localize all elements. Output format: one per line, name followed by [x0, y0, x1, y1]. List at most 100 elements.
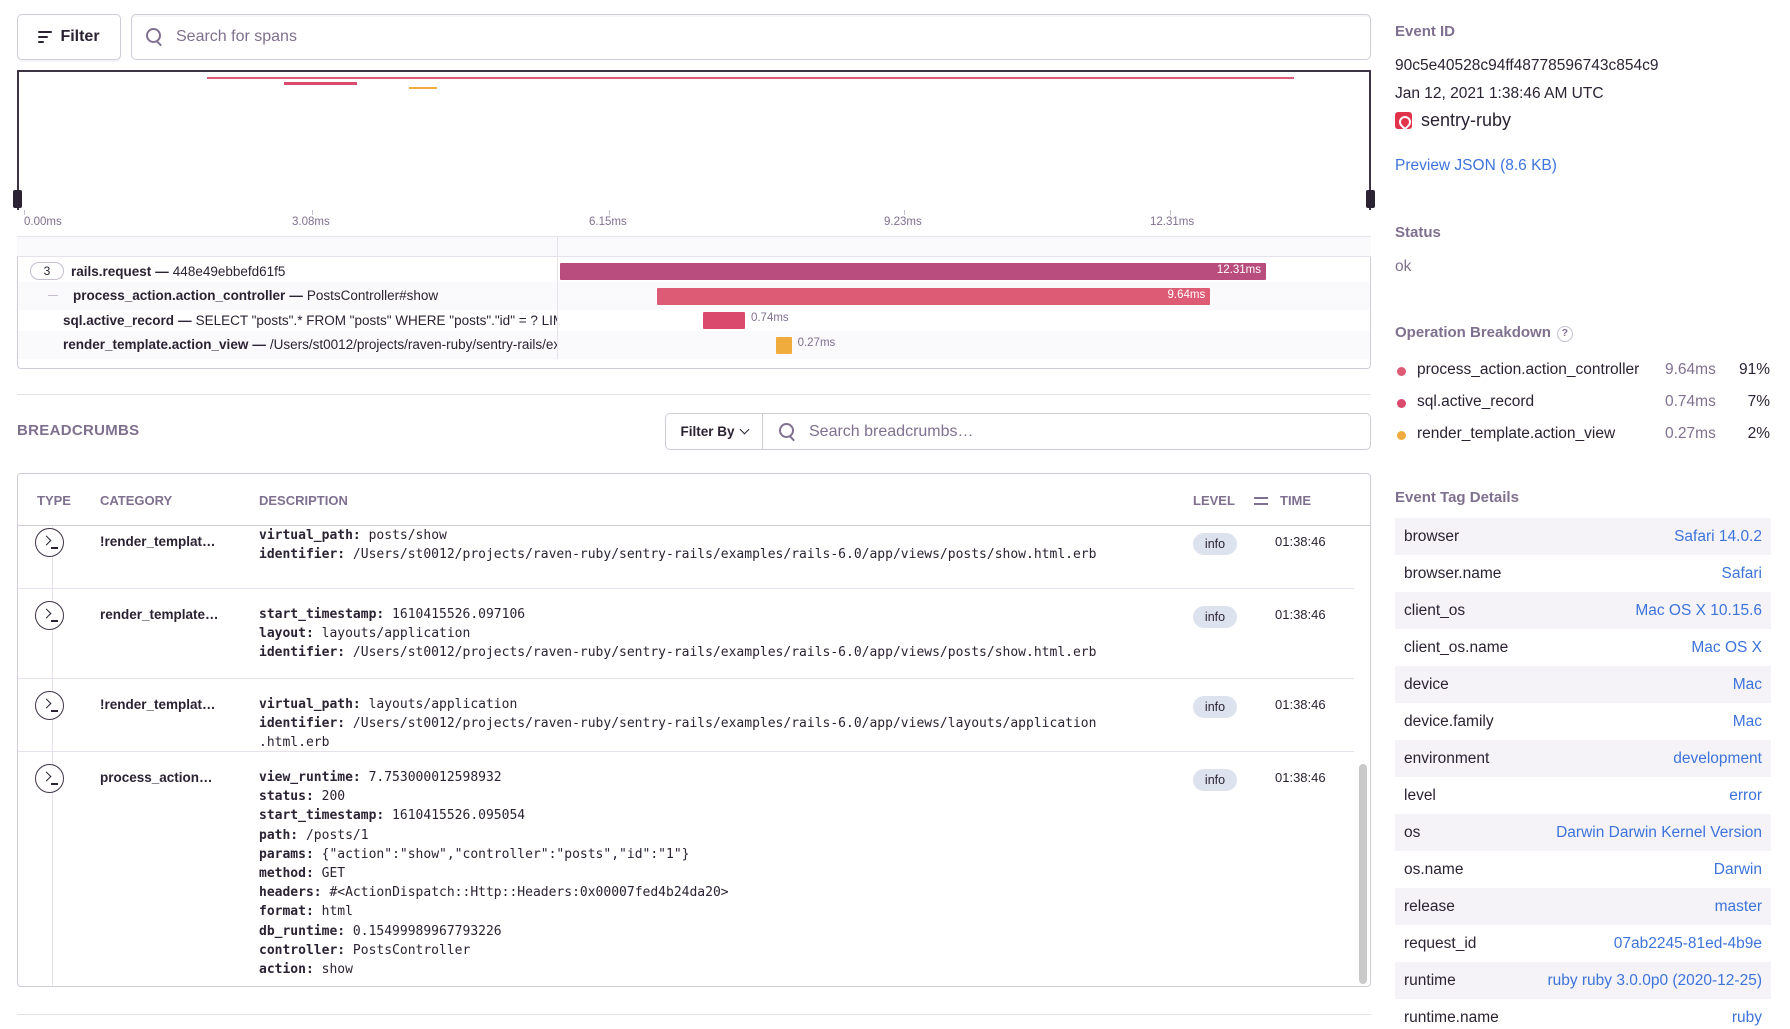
tag-key: client_os.name [1404, 638, 1509, 656]
breadcrumbs-scrollbar[interactable] [1359, 764, 1367, 984]
breadcrumb-row[interactable]: !render_templat… virtual_path: posts/show… [18, 526, 1354, 589]
tag-row[interactable]: browser.name Safari [1395, 555, 1771, 592]
operation-color-dot [1397, 431, 1406, 440]
operation-breakdown-title: Operation Breakdown [1395, 324, 1551, 341]
description-line: controller: PostsController [259, 941, 1169, 960]
breadcrumb-row[interactable]: render_template… start_timestamp: 1610415… [18, 589, 1354, 679]
tag-value-link[interactable]: Safari [1721, 564, 1763, 582]
description-key: start_timestamp: [259, 607, 385, 622]
description-value: 0.15499989967793226 [345, 923, 502, 939]
column-level: LEVEL [1193, 493, 1235, 508]
tag-row[interactable]: os Darwin Darwin Kernel Version [1395, 814, 1771, 851]
tag-row[interactable]: level error [1395, 777, 1771, 814]
description-value: layouts/application [313, 626, 471, 642]
span-description: 448e49ebbefd61f5 [172, 263, 286, 279]
tag-row[interactable]: runtime.name ruby [1395, 999, 1771, 1029]
terminal-icon [35, 691, 64, 720]
description-value: /Users/st0012/projects/raven-ruby/sentry… [345, 547, 1097, 563]
tag-key: device [1404, 675, 1449, 693]
tag-value-link[interactable]: ruby [1731, 1008, 1762, 1026]
help-icon[interactable]: ? [1556, 326, 1573, 342]
breadcrumbs-filter-dropdown[interactable]: Filter By [665, 413, 763, 450]
operation-breakdown-label: Operation Breakdown? [1395, 324, 1573, 342]
span-separator: — [155, 263, 169, 279]
breadcrumb-category: render_template… [100, 607, 219, 622]
span-label: render_template.action_view —/Users/st001… [18, 330, 558, 359]
filter-button[interactable]: Filter [17, 14, 121, 60]
span-search-input[interactable]: Search for spans [131, 14, 1371, 60]
tag-row[interactable]: device.family Mac [1395, 703, 1771, 740]
tag-value-link[interactable]: Mac [1732, 675, 1762, 693]
description-line: db_runtime: 0.15499989967793226 [259, 922, 1169, 941]
tag-value-link[interactable]: 07ab2245-81ed-4b9e [1613, 934, 1762, 952]
tag-value-link[interactable]: Mac OS X 10.15.6 [1635, 601, 1762, 619]
event-sidebar: Event ID 90c5e40528c94ff48778596743c854c… [1395, 0, 1775, 1029]
breadcrumbs-list[interactable]: !render_templat… virtual_path: posts/show… [18, 526, 1354, 986]
tag-key: environment [1404, 749, 1490, 767]
span-row[interactable]: 3 rails.request —448e49ebbefd61f5 12.31ms [18, 257, 1370, 285]
tag-key: os.name [1404, 860, 1464, 878]
tag-row[interactable]: client_os.name Mac OS X [1395, 629, 1771, 666]
operation-percent: 7% [1747, 393, 1770, 410]
minimap-left-handle[interactable] [13, 190, 22, 208]
tag-value-link[interactable]: Darwin Darwin Kernel Version [1556, 823, 1762, 841]
breadcrumb-row[interactable]: process_action… view_runtime: 7.753000012… [18, 752, 1354, 986]
span-duration-label: 0.74ms [750, 312, 789, 324]
span-row[interactable]: process_action.action_controller — PostsCo… [18, 281, 1370, 310]
span-duration-label: 0.27ms [797, 336, 836, 349]
description-value: .html.erb [259, 735, 330, 751]
breadcrumb-category: process_action… [100, 770, 213, 785]
tag-row[interactable]: client_os Mac OS X 10.15.6 [1395, 592, 1771, 629]
tag-value-link[interactable]: ruby ruby 3.0.0p0 (2020-12-25) [1547, 971, 1762, 989]
breadcrumbs-search-input[interactable]: Search breadcrumbs… [762, 413, 1371, 450]
minimap-span-bar [284, 82, 357, 85]
ruler-tick-label: 12.31ms [1150, 216, 1195, 228]
description-key: identifier: [259, 716, 346, 732]
level-badge: info [1193, 606, 1237, 628]
tag-value-link[interactable]: Mac OS X [1691, 638, 1762, 656]
description-value: 200 [313, 789, 346, 805]
terminal-icon [35, 764, 64, 793]
description-line: params: {"action":"show","controller":"p… [259, 845, 1169, 864]
span-row[interactable]: sql.active_record — SELECT "posts".* FROM … [18, 306, 1370, 334]
description-line: start_timestamp: 1610415526.097106 [259, 605, 1169, 624]
span-separator: — [178, 312, 192, 328]
description-value: 1610415526.097106 [384, 607, 526, 622]
ruler-tick-label: 3.08ms [292, 216, 330, 228]
search-icon [779, 422, 797, 441]
tag-row[interactable]: release master [1395, 888, 1771, 925]
description-key: layout: [259, 626, 314, 642]
description-value: PostsController [345, 942, 471, 958]
breadcrumb-description: start_timestamp: 1610415526.097106 layout… [259, 605, 1169, 663]
span-duration-bar[interactable] [776, 336, 792, 354]
span-duration-bar[interactable]: 9.64ms [657, 287, 1211, 305]
tag-row[interactable]: request_id 07ab2245-81ed-4b9e [1395, 925, 1771, 962]
tag-value-link[interactable]: master [1714, 897, 1762, 915]
preview-json-link[interactable]: Preview JSON (8.6 KB) [1395, 157, 1557, 174]
span-children-count[interactable]: 3 [30, 262, 64, 280]
tag-row[interactable]: os.name Darwin [1395, 851, 1771, 888]
span-op: rails.request [71, 263, 152, 279]
tag-row[interactable]: environment development [1395, 740, 1771, 777]
minimap-right-handle[interactable] [1366, 190, 1375, 208]
tag-value-link[interactable]: Mac [1732, 712, 1762, 730]
description-value: 7.753000012598932 [360, 770, 502, 785]
span-row[interactable]: render_template.action_view —/Users/st001… [18, 330, 1370, 359]
tag-row[interactable]: browser Safari 14.0.2 [1395, 518, 1771, 555]
level-badge: info [1193, 533, 1237, 555]
tag-row[interactable]: device Mac [1395, 666, 1771, 703]
breadcrumb-row[interactable]: !render_templat… virtual_path: layouts/ap… [18, 679, 1354, 752]
description-key: status: [259, 789, 314, 805]
tag-row[interactable]: runtime ruby ruby 3.0.0p0 (2020-12-25) [1395, 962, 1771, 999]
span-duration-bar[interactable] [702, 312, 745, 329]
tag-value-link[interactable]: Darwin [1713, 860, 1762, 878]
trace-minimap[interactable] [13, 70, 1375, 210]
tag-value-link[interactable]: Safari 14.0.2 [1674, 527, 1762, 545]
tag-value-link[interactable]: error [1729, 786, 1762, 804]
operation-duration: 9.64ms [1665, 361, 1716, 378]
description-line: view_runtime: 7.753000012598932 [259, 768, 1169, 787]
filter-button-label: Filter [60, 28, 100, 45]
swap-sort-icon[interactable] [1254, 493, 1268, 507]
span-duration-bar[interactable]: 12.31ms [560, 263, 1266, 280]
tag-value-link[interactable]: development [1673, 749, 1762, 767]
